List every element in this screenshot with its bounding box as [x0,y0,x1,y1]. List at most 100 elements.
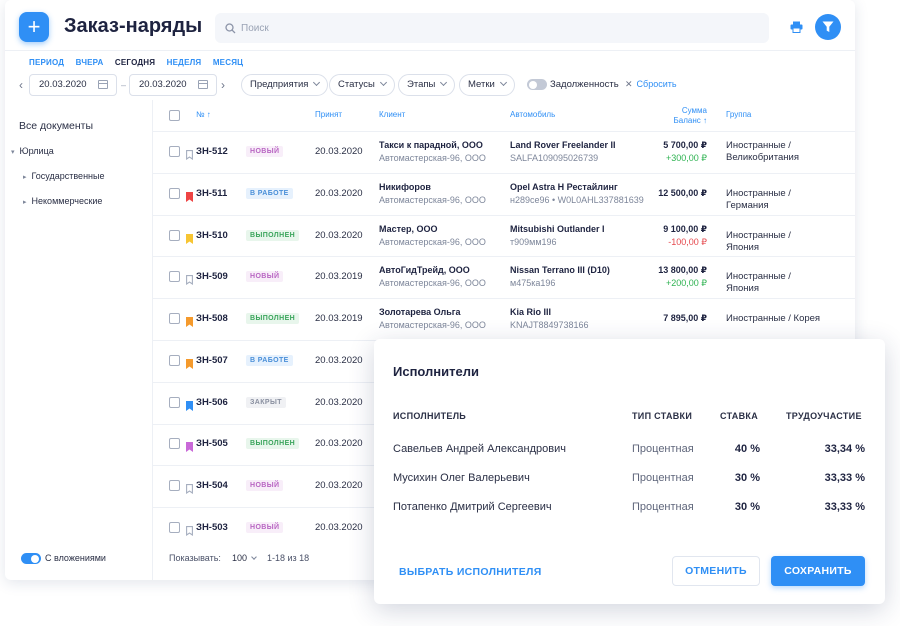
sidebar-item-state[interactable]: ▸ Государственные [23,171,104,181]
tags-dropdown[interactable]: Метки [459,74,515,96]
column-header-car[interactable]: Автомобиль [510,110,556,119]
bookmark-icon[interactable] [186,356,193,369]
period-today[interactable]: СЕГОДНЯ [114,58,156,67]
stages-label: Этапы [407,79,436,90]
stages-dropdown[interactable]: Этапы [398,74,456,96]
order-number[interactable]: ЗН-511 [196,188,228,199]
performers-dialog: Исполнители ИСПОЛНИТЕЛЬ ТИП СТАВКИ СТАВК… [374,339,885,604]
row-checkbox[interactable] [169,355,180,366]
order-number[interactable]: ЗН-504 [196,480,228,491]
bookmark-icon[interactable] [186,398,193,411]
car-name[interactable]: Mitsubishi Outlander I [510,224,605,234]
bookmark-icon[interactable] [186,481,193,495]
performer-rate[interactable]: 40 % [734,443,760,455]
column-header-client[interactable]: Клиент [379,110,406,119]
select-all-checkbox[interactable] [169,110,180,121]
client-name[interactable]: Такси к парадной, ООО [379,140,483,150]
add-order-button[interactable]: + [19,12,49,42]
bookmark-icon[interactable] [186,189,193,202]
column-header-balance[interactable]: Баланс ↑ [673,116,707,125]
nested-toggle[interactable] [21,553,41,564]
row-checkbox[interactable] [169,480,180,491]
row-checkbox[interactable] [169,313,180,324]
status-badge: в работе [246,188,293,199]
period-all[interactable]: ПЕРИОД [29,58,65,67]
filter-button[interactable] [815,14,841,40]
date-to-field[interactable]: 20.03.2020 [129,74,217,96]
bookmark-icon[interactable] [186,231,193,244]
bookmark-icon[interactable] [186,314,193,327]
sidebar-item-noncommercial[interactable]: ▸ Некоммерческие [23,196,102,206]
save-button[interactable]: СОХРАНИТЬ [771,556,865,586]
order-number[interactable]: ЗН-512 [196,146,228,157]
client-name[interactable]: Золотарева Ольга [379,307,461,317]
client-name[interactable]: Мастер, ООО [379,224,438,234]
period-week[interactable]: НЕДЕЛЯ [166,58,202,67]
status-badge: новый [246,146,284,157]
performer-share[interactable]: 33,33 % [824,501,865,513]
period-month[interactable]: МЕСЯЦ [212,58,244,67]
row-checkbox[interactable] [169,188,180,199]
order-number[interactable]: ЗН-503 [196,522,228,533]
client-name[interactable]: АвтоГидТрейд, ООО [379,265,470,275]
performer-name[interactable]: Савельев Андрей Александрович [393,443,566,455]
performer-share[interactable]: 33,34 % [824,443,865,455]
order-number[interactable]: ЗН-508 [196,313,228,324]
performer-rate-type[interactable]: Процентная [632,501,694,513]
sidebar-item-label: Юрлица [19,146,54,156]
enterprises-dropdown[interactable]: Предприятия [241,74,329,96]
order-number[interactable]: ЗН-505 [196,438,228,449]
period-yesterday[interactable]: ВЧЕРА [75,58,104,67]
column-header-group[interactable]: Группа [726,110,752,119]
bookmark-icon[interactable] [186,272,193,286]
car-name[interactable]: Opel Astra H Рестайлинг [510,182,618,192]
order-number[interactable]: ЗН-506 [196,397,228,408]
performer-rate-type[interactable]: Процентная [632,472,694,484]
performer-share[interactable]: 33,33 % [824,472,865,484]
performer-rate[interactable]: 30 % [734,472,760,484]
bookmark-icon[interactable] [186,439,193,452]
row-checkbox[interactable] [169,438,180,449]
dialog-header-rate: СТАВКА [720,411,758,421]
debt-toggle[interactable] [527,79,547,90]
row-checkbox[interactable] [169,230,180,241]
performer-rate-type[interactable]: Процентная [632,443,694,455]
print-button[interactable] [783,15,809,41]
column-header-num[interactable]: № ↑ [196,110,211,119]
page-size-select[interactable]: 100 [227,548,261,568]
row-checkbox[interactable] [169,271,180,282]
statuses-dropdown[interactable]: Статусы [329,74,395,96]
sidebar-item-legal[interactable]: ▾ Юрлица [11,146,54,156]
bookmark-icon[interactable] [186,523,193,537]
cancel-button[interactable]: ОТМЕНИТЬ [672,556,760,586]
car-name[interactable]: Nissan Terrano III (D10) [510,265,610,275]
reset-filters-link[interactable]: ✕ Сбросить [625,79,677,90]
order-number[interactable]: ЗН-507 [196,355,228,366]
sidebar-item-all[interactable]: Все документы [19,120,94,132]
order-number[interactable]: ЗН-510 [196,230,228,241]
performer-name[interactable]: Мусихин Олег Валерьевич [393,472,530,484]
car-plate-vin: м475ка196 [510,278,556,288]
row-checkbox[interactable] [169,146,180,157]
search-input[interactable] [241,13,761,43]
performer-rate[interactable]: 30 % [734,501,760,513]
status-badge: в работе [246,355,293,366]
order-sum: 12 500,00 ₽ [658,188,707,198]
client-name[interactable]: Никифоров [379,182,431,192]
row-checkbox[interactable] [169,522,180,533]
column-header-sum[interactable]: Сумма [681,106,707,115]
bookmark-icon[interactable] [186,147,193,161]
performer-name[interactable]: Потапенко Дмитрий Сергеевич [393,501,552,513]
choose-performer-button[interactable]: ВЫБРАТЬ ИСПОЛНИТЕЛЯ [399,566,542,578]
car-name[interactable]: Land Rover Freelander II [510,140,616,150]
column-header-accepted[interactable]: Принят [315,110,343,119]
chevron-down-icon [251,554,257,560]
date-from-field[interactable]: 20.03.2020 [29,74,117,96]
printer-icon [790,21,802,33]
chevron-left-icon[interactable]: ‹ [19,78,23,92]
row-checkbox[interactable] [169,397,180,408]
order-number[interactable]: ЗН-509 [196,271,228,282]
chevron-right-icon[interactable]: › [221,78,225,92]
accepted-date: 20.03.2020 [315,188,363,199]
car-name[interactable]: Kia Rio III [510,307,552,317]
